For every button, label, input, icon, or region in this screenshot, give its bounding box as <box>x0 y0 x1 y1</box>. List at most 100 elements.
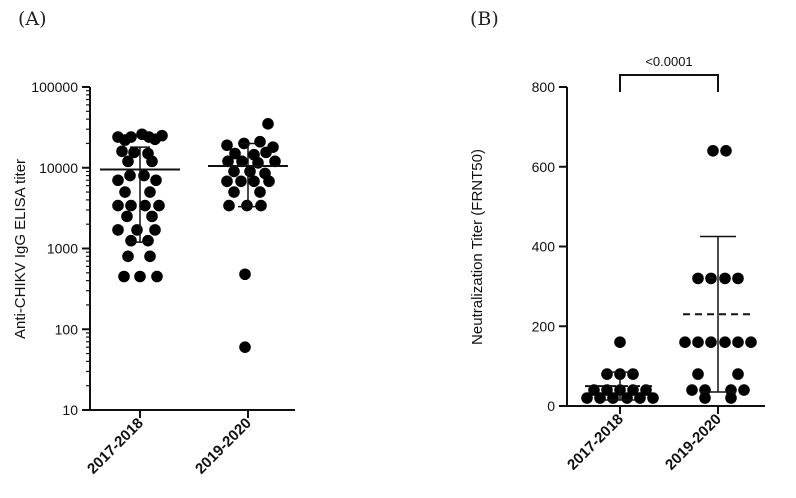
data-point <box>627 368 639 380</box>
data-point <box>269 155 281 168</box>
data-point <box>112 199 124 212</box>
data-point <box>705 272 717 285</box>
data-point <box>139 199 151 212</box>
data-point <box>142 234 154 247</box>
y-tick-label: 10000 <box>39 160 78 176</box>
data-point <box>122 250 134 263</box>
data-point <box>244 165 256 178</box>
x-category-label: 2017-2018 <box>564 411 627 474</box>
x-category-label: 2017-2018 <box>84 415 147 478</box>
data-point <box>112 174 124 187</box>
data-point <box>679 336 691 349</box>
data-point <box>707 145 719 157</box>
data-point <box>263 175 275 188</box>
panel-b-y-axis-label: Neutralization Titer (FRNT50) <box>469 149 486 345</box>
data-point <box>262 118 274 130</box>
data-point <box>125 199 137 212</box>
data-point <box>719 272 731 285</box>
data-point <box>634 392 646 404</box>
data-point <box>614 336 626 349</box>
y-tick-label: 400 <box>532 239 556 255</box>
data-point <box>241 199 253 212</box>
y-tick-label: 600 <box>532 159 556 175</box>
data-point <box>239 268 251 281</box>
data-point <box>260 146 272 159</box>
x-category-label: 2019-2020 <box>662 411 725 474</box>
data-point <box>149 224 161 236</box>
data-point <box>229 147 241 160</box>
data-point <box>222 155 234 168</box>
y-tick-label: 800 <box>532 79 556 95</box>
significance-bracket <box>619 74 719 92</box>
data-point <box>732 336 744 349</box>
data-point <box>255 199 267 212</box>
data-point <box>149 133 161 146</box>
y-tick-label: 200 <box>532 318 556 334</box>
data-point <box>254 186 266 198</box>
data-point <box>144 186 156 198</box>
data-point <box>125 234 137 247</box>
data-point <box>131 224 143 236</box>
y-tick-label: 1000 <box>47 241 78 257</box>
data-point <box>136 128 148 141</box>
data-point <box>699 392 711 404</box>
data-point <box>221 175 233 188</box>
data-point <box>146 155 158 168</box>
data-point <box>153 199 165 212</box>
data-point <box>725 384 737 396</box>
y-tick-label: 0 <box>547 398 555 414</box>
data-point <box>236 155 248 168</box>
data-point <box>725 392 737 404</box>
y-tick-label: 100 <box>55 321 79 337</box>
data-point <box>146 210 158 223</box>
data-point <box>594 392 606 404</box>
data-point <box>732 368 744 380</box>
data-point <box>621 392 633 404</box>
data-point <box>223 199 235 212</box>
data-point <box>112 224 124 236</box>
data-point <box>119 186 131 198</box>
data-point <box>118 270 130 283</box>
data-point <box>745 336 757 349</box>
data-point <box>699 384 711 396</box>
data-point <box>607 392 619 404</box>
panel-a-y-axis-label: Anti-CHIKV IgG ELISA titer <box>12 159 29 339</box>
data-point <box>228 186 240 198</box>
data-point <box>719 336 731 349</box>
data-point <box>134 270 146 283</box>
data-point <box>239 341 251 353</box>
x-category-label: 2019-2020 <box>192 415 255 478</box>
y-tick-label: 100000 <box>31 79 78 95</box>
panel-a-label: (A) <box>18 8 47 30</box>
data-point <box>738 384 750 396</box>
data-point <box>248 175 260 188</box>
y-tick-label: 10 <box>62 402 78 418</box>
data-point <box>119 134 131 146</box>
data-point <box>581 392 593 404</box>
data-point <box>732 272 744 285</box>
p-value-label: <0.0001 <box>645 54 692 69</box>
data-point <box>254 135 266 148</box>
data-point <box>686 384 698 396</box>
data-point <box>121 210 133 223</box>
panel-a: (A) Anti-CHIKV IgG ELISA titer 10 100 1000… <box>12 8 295 478</box>
data-point <box>705 336 717 349</box>
data-point <box>692 368 704 380</box>
data-point <box>144 250 156 263</box>
data-point <box>128 146 140 159</box>
data-point <box>692 336 704 349</box>
data-point <box>116 145 128 158</box>
data-point <box>122 155 134 168</box>
data-point <box>601 368 613 380</box>
data-point <box>627 384 639 396</box>
panel-b: (B) Neutralization Titer (FRNT50) 0 200 40… <box>469 8 765 474</box>
data-point <box>692 272 704 285</box>
data-point <box>235 175 247 188</box>
panel-b-label: (B) <box>470 8 499 30</box>
data-point <box>640 384 652 396</box>
data-point <box>150 174 162 187</box>
data-point <box>601 384 613 396</box>
data-point <box>647 392 659 404</box>
data-point <box>228 165 240 178</box>
